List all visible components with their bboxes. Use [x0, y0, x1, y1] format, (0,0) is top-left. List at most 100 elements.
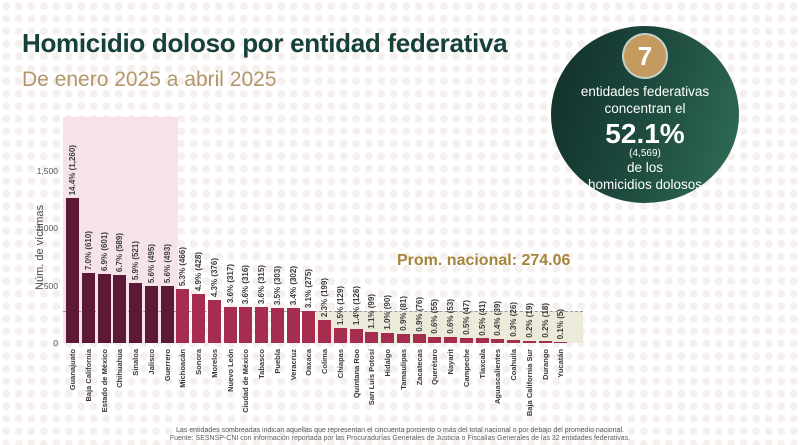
footnote-note: Las entidades sombreadas indican aquella…: [176, 427, 624, 434]
bar-value-label: 0.6% (53): [446, 299, 455, 334]
badge-line3: de los: [626, 160, 664, 176]
bar-value-label: 5.6% (495): [146, 243, 156, 284]
bar-value-label: 3.6% (317): [225, 264, 235, 304]
bar-category-label: Hidalgo: [383, 349, 392, 377]
bar: [255, 306, 268, 343]
bar: [507, 340, 520, 343]
summary-badge: 7 entidades federativas concentran el 52…: [551, 26, 739, 203]
bar: [129, 283, 142, 343]
bar-category-label: Puebla: [272, 349, 282, 374]
bar-value-label: 1.1% (99): [367, 293, 377, 329]
y-tick-label: 0: [53, 338, 58, 348]
bar-category-label: Oaxaca: [304, 349, 314, 376]
bar-value-label: 5.6% (493): [162, 244, 172, 284]
bar: [286, 308, 300, 343]
bar: [144, 286, 158, 343]
national-average-line: [63, 311, 583, 312]
bar-category-label: Yucatán: [556, 349, 566, 378]
bar: [522, 340, 536, 343]
bar: [176, 289, 190, 343]
bar-value-label: 0.6% (55): [430, 299, 440, 334]
bar: [239, 306, 253, 343]
bar-category-label: Morelos: [209, 349, 219, 378]
bar-value-label: 4.3% (376): [209, 257, 219, 297]
bar: [538, 340, 552, 343]
page-title: Homicidio doloso por entidad federativa: [22, 28, 508, 58]
bar: [491, 338, 505, 343]
bar: [396, 333, 410, 343]
bar-value-label: 0.4% (39): [493, 300, 503, 336]
y-tick-label: 1,500: [36, 165, 58, 176]
badge-percent: 52.1%: [605, 117, 685, 149]
bar-value-label: 3.1% (275): [304, 269, 314, 309]
bar-category-label: Zacatecas: [414, 349, 424, 386]
national-average-label: Prom. nacional: 274.06: [397, 252, 571, 269]
bar-value-label: 5.9% (521): [131, 240, 140, 281]
bar-value-label: 3.4% (302): [288, 266, 298, 306]
bar-category-label: Nayarit: [446, 349, 455, 375]
bar: [381, 332, 394, 343]
bar-category-label: Veracruz: [288, 349, 298, 381]
bar-category-label: Ciudad de México: [241, 349, 251, 413]
y-axis-label: Núm. de víctimas: [34, 205, 46, 290]
bar: [66, 198, 79, 343]
badge-line2: concentran el: [604, 100, 686, 116]
bar-value-label: 3.6% (315): [257, 264, 266, 304]
bar: [333, 328, 347, 343]
bar-value-label: 7.0% (610): [83, 230, 93, 270]
bar: [192, 293, 205, 343]
bar-category-label: Campeche: [461, 349, 471, 387]
bar-value-label: 3.6% (316): [241, 264, 251, 304]
bar-category-label: Sonora: [194, 349, 203, 375]
bar-category-label: Baja California: [83, 349, 93, 402]
bar-category-label: Tamaulipas: [398, 349, 408, 390]
bar-value-label: 0.2% (18): [540, 303, 550, 338]
y-tick-label: 500: [43, 280, 58, 291]
bar-value-label: 0.2% (19): [524, 303, 534, 338]
badge-number-circle: 7: [624, 35, 666, 77]
bar-value-label: 0.9% (81): [398, 296, 408, 331]
bar-category-label: Baja California Sur: [524, 349, 534, 417]
bar-category-label: San Luis Potosí: [367, 349, 377, 406]
bar: [302, 311, 316, 343]
bar-category-label: Colima: [320, 349, 329, 375]
bar-value-label: 3.5% (303): [272, 266, 282, 306]
bar-category-label: Chihuahua: [115, 349, 125, 388]
bar-value-label: 6.7% (589): [115, 233, 125, 273]
bar-value-label: 0.3% (26): [509, 302, 518, 338]
bar-category-label: Nuevo León: [225, 349, 235, 392]
bar: [223, 306, 237, 343]
bar: [444, 336, 457, 343]
bar-value-label: 0.9% (76): [414, 296, 424, 332]
badge-line1: entidades federativas: [580, 84, 710, 99]
bar-category-label: Chiapas: [335, 349, 345, 379]
bar-category-label: Querétaro: [430, 349, 440, 385]
bar-category-label: Aguascalientes: [493, 349, 503, 405]
bar-category-label: Tlaxcala: [477, 349, 487, 379]
bar: [475, 338, 489, 343]
bar: [318, 320, 331, 343]
bar-value-label: 1.4% (126): [351, 286, 361, 326]
badge-count: (4,569): [629, 148, 661, 160]
bar-value-label: 1.0% (90): [383, 294, 392, 330]
bar: [349, 328, 363, 343]
bar-category-label: Durango: [540, 349, 550, 380]
bar-value-label: 0.5% (47): [461, 299, 471, 335]
bar: [428, 336, 442, 343]
bar-category-label: Guerrero: [162, 349, 172, 382]
bar-category-label: Michoacán: [178, 349, 188, 388]
bar: [554, 342, 568, 343]
bar-category-label: Tabasco: [257, 349, 266, 379]
bar: [207, 299, 221, 343]
bar-value-label: 4.9% (428): [194, 251, 203, 291]
bar-category-label: Sinaloa: [131, 349, 140, 376]
bar: [270, 308, 284, 343]
bar: [160, 286, 174, 343]
bar-value-label: 6.9% (601): [99, 231, 109, 271]
bar: [412, 334, 426, 343]
footnote-source: Fuente: SESNSP-CNI con información repor…: [169, 434, 631, 442]
bar-category-label: Guanajuato: [68, 349, 77, 391]
bar-category-label: Estado de México: [99, 349, 109, 413]
